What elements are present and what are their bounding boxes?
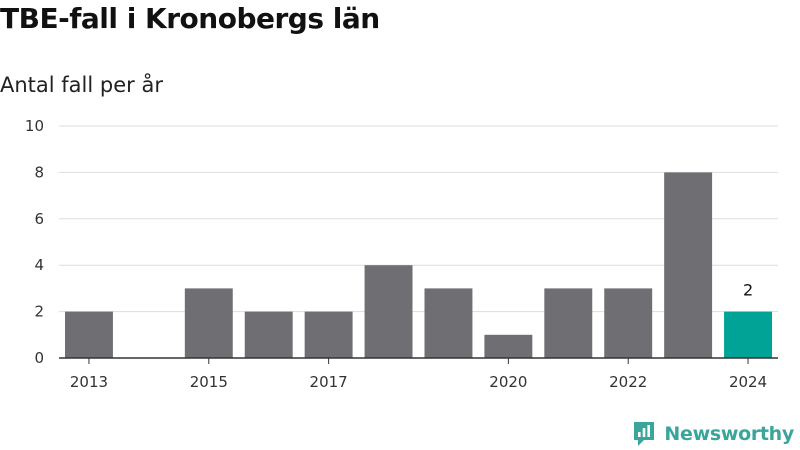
chart-subtitle: Antal fall per år [0, 73, 163, 97]
bar-2015 [184, 288, 233, 358]
newsworthy-logo-icon [634, 422, 655, 446]
bar-2018 [364, 265, 413, 358]
y-tick-label-6: 6 [34, 210, 44, 228]
bar-2017 [304, 311, 353, 358]
bar-2023 [664, 172, 713, 358]
bar-2013 [64, 311, 113, 358]
newsworthy-logo-text: Newsworthy [664, 423, 794, 445]
chart-title: TBE-fall i Kronobergs län [0, 2, 380, 35]
x-tick-label-2024: 2024 [729, 373, 767, 391]
y-tick-label-2: 2 [34, 303, 44, 321]
y-tick-label-8: 8 [34, 163, 44, 181]
newsworthy-logo: Newsworthy [632, 420, 794, 448]
x-tick-label-2013: 2013 [70, 373, 108, 391]
y-tick-label-4: 4 [34, 256, 44, 274]
x-tick-label-2020: 2020 [489, 373, 527, 391]
data-label-2024: 2 [743, 281, 753, 300]
bar-2019 [424, 288, 473, 358]
x-tick-label-2017: 2017 [310, 373, 348, 391]
x-tick-label-2022: 2022 [609, 373, 647, 391]
bar-2020 [484, 334, 533, 358]
bar-2021 [544, 288, 593, 358]
bar-2016 [244, 311, 293, 358]
y-tick-label-0: 0 [34, 349, 44, 367]
y-tick-label-10: 10 [25, 117, 44, 135]
x-tick-label-2015: 2015 [190, 373, 228, 391]
bar-2022 [604, 288, 653, 358]
bar-2024 [724, 311, 773, 358]
